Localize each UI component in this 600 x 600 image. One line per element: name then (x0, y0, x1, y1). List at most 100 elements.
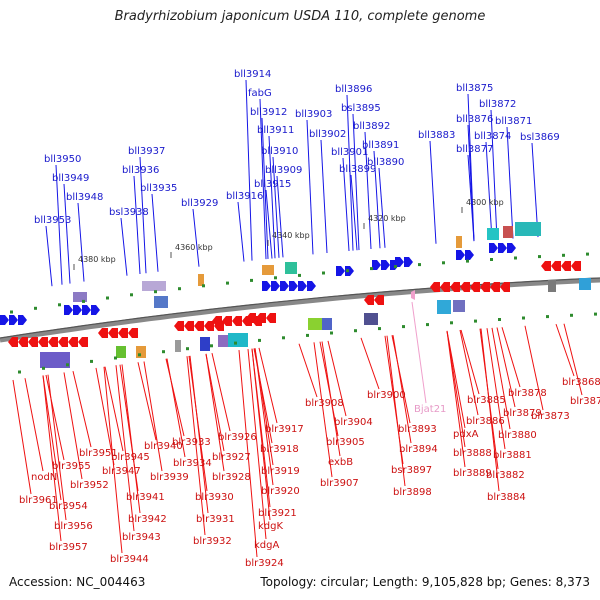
gene-label: blr3898 (393, 487, 432, 498)
label-leader (133, 175, 141, 275)
protein-domain-box (116, 346, 126, 358)
protein-domain-box (453, 300, 465, 312)
gene-arrow (551, 261, 561, 271)
spacer-mark (210, 344, 213, 348)
label-leader (531, 142, 539, 238)
gene-label: blr3956 (54, 521, 93, 532)
gene-label: blr3943 (122, 532, 161, 543)
gene-arrow (456, 250, 465, 260)
gene-arrow (280, 281, 289, 291)
label-leader (555, 323, 575, 377)
label-leader (137, 362, 157, 441)
gene-arrow (470, 282, 480, 292)
gene-label: blr3939 (150, 472, 189, 483)
gene-arrow (204, 321, 214, 331)
gene-label: bll3935 (140, 183, 177, 194)
gene-arrow (58, 337, 68, 347)
spacer-mark (42, 366, 45, 370)
gene-label: blr3878 (508, 388, 547, 399)
label-leader (486, 328, 506, 450)
label-leader (373, 150, 381, 249)
protein-domain-box (437, 300, 451, 314)
label-leader (258, 347, 278, 424)
gene-label: bll3892 (353, 121, 390, 132)
gene-label: blr3905 (326, 437, 365, 448)
spacer-mark (514, 256, 517, 260)
gene-arrow (480, 282, 490, 292)
gene-arrow (174, 321, 184, 331)
label-leader (238, 350, 258, 558)
protein-domain-box (548, 280, 556, 292)
gene-arrow (289, 281, 298, 291)
gene-label: blr3927 (212, 452, 251, 463)
gene-label: bll3896 (335, 84, 372, 95)
gene-arrow (82, 305, 91, 315)
gene-label: blr3870 (570, 396, 600, 407)
spacer-mark (274, 276, 277, 280)
label-leader (501, 327, 521, 388)
gene-arrow (18, 337, 28, 347)
spacer-mark (18, 370, 21, 374)
gene-label: blr3951 (79, 448, 118, 459)
gene-arrow (28, 337, 38, 347)
label-leader (313, 342, 333, 478)
spacer-mark (442, 261, 445, 265)
spacer-mark (354, 329, 357, 333)
gene-arrow (9, 315, 18, 325)
spacer-mark (490, 258, 493, 261)
label-leader (496, 327, 516, 408)
gene-label: blr3885 (467, 395, 506, 406)
spacer-mark (306, 333, 309, 337)
label-leader (392, 335, 412, 444)
gene-label: blr3886 (466, 416, 505, 427)
gene-arrow (381, 260, 390, 270)
gene-label: bsr3897 (391, 465, 432, 476)
gene-label: pdxA (453, 429, 479, 440)
label-leader (386, 335, 406, 487)
label-leader (104, 366, 124, 452)
gene-label: bsl3938 (109, 207, 149, 218)
gene-label: bll3872 (479, 99, 516, 110)
gene-label: blr3881 (493, 450, 532, 461)
label-leader (151, 193, 159, 272)
gene-label: exbB (328, 457, 353, 468)
label-leader (205, 353, 225, 452)
label-leader (524, 325, 544, 411)
gene-label: blr3933 (172, 437, 211, 448)
scale-ticks: 4380 kbp 4360 kbp 4340 kbp 4320 kbp 4300 kbp (73, 198, 504, 270)
protein-domain-box (503, 226, 513, 238)
label-leader (42, 375, 62, 542)
gene-label: blr3940 (144, 441, 183, 452)
gene-arrow (404, 257, 413, 267)
gene-label: blr3955 (52, 461, 91, 472)
gene-label: blr3930 (195, 492, 234, 503)
gene-label: bll3876 (456, 114, 493, 125)
gene-arrow (498, 243, 507, 253)
spacer-mark (90, 359, 93, 363)
label-leader (276, 175, 284, 258)
spacer-mark (154, 290, 157, 294)
gene-label: bll3916 (226, 191, 263, 202)
gene-label: blr3952 (70, 480, 109, 491)
label-leader (346, 94, 354, 251)
gene-label: bll3899 (339, 164, 376, 175)
label-leader (265, 189, 273, 259)
gene-arrow (450, 282, 460, 292)
spacer-mark (394, 265, 397, 269)
gene-label: blr3945 (111, 452, 150, 463)
protein-domain-box (175, 340, 181, 352)
gene-label: blr3920 (261, 486, 300, 497)
genome-summary: Topology: circular; Length: 9,105,828 bp… (260, 575, 590, 589)
gene-label: bll3877 (456, 144, 493, 155)
gene-arrow (256, 313, 266, 323)
gene-arrow (489, 243, 498, 253)
gene-label: blr3888 (453, 448, 492, 459)
label-leader (378, 167, 386, 248)
spacer-mark (346, 269, 349, 273)
gene-arrow (561, 261, 571, 271)
gene-label: bll3891 (362, 140, 399, 151)
label-leader (327, 340, 347, 417)
gene-arrow (374, 295, 384, 305)
label-leader (429, 140, 437, 244)
